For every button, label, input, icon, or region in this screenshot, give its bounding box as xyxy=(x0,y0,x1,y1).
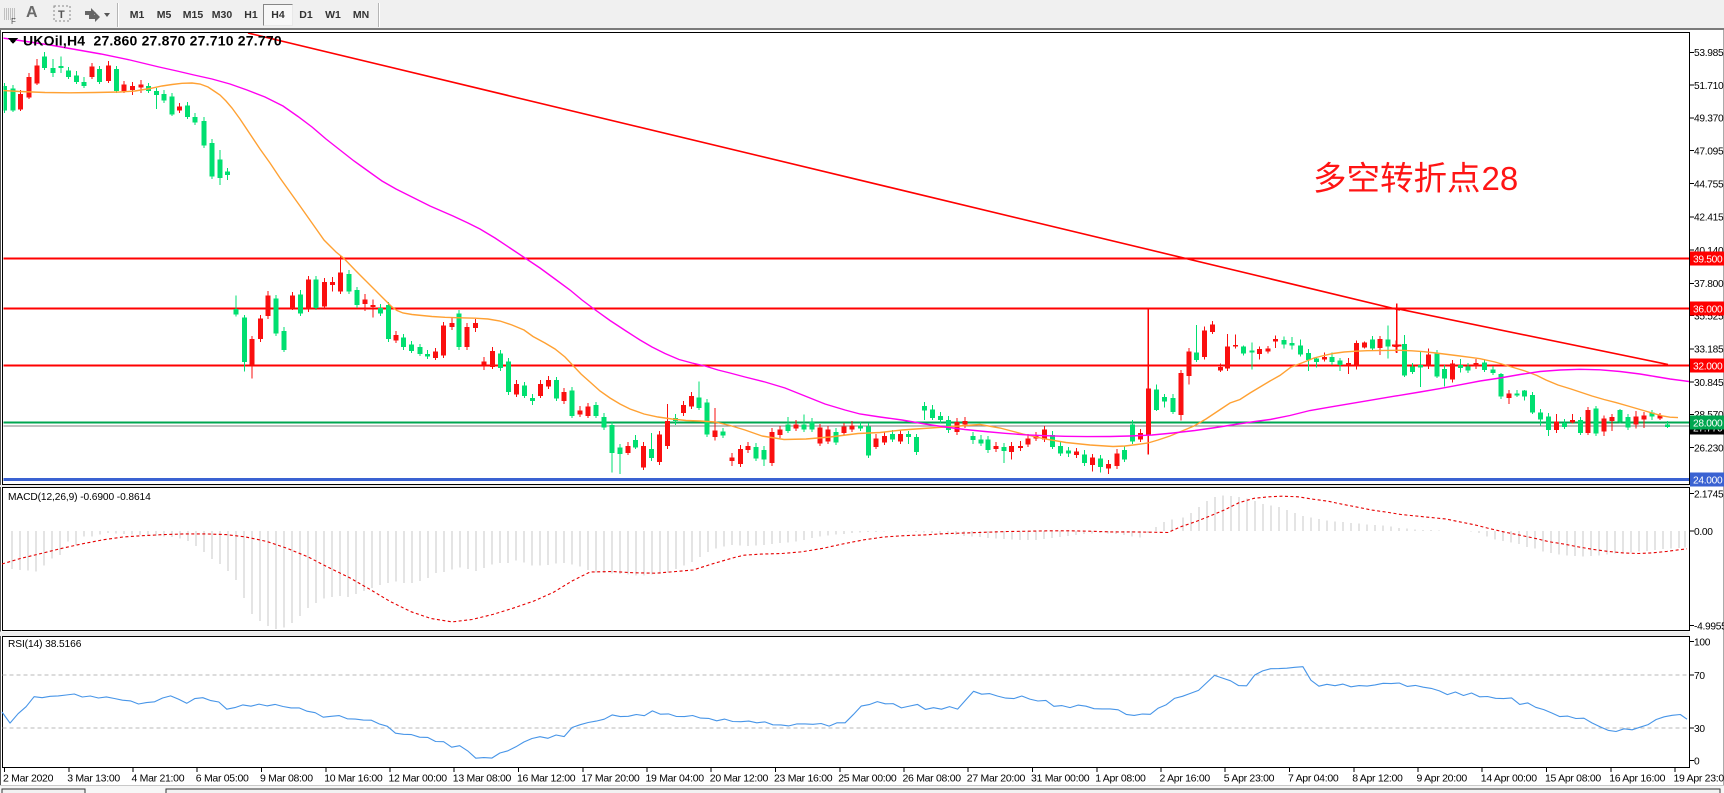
svg-text:9 Apr 20:00: 9 Apr 20:00 xyxy=(1417,773,1468,785)
svg-text:40.140: 40.140 xyxy=(1694,246,1724,257)
svg-text:27 Mar 20:00: 27 Mar 20:00 xyxy=(967,773,1026,785)
svg-text:UKOil,H4 27.860 27.870 27.710: UKOil,H4 27.860 27.870 27.710 27.770 xyxy=(23,33,282,49)
svg-text:2 Apr 16:00: 2 Apr 16:00 xyxy=(1160,773,1211,785)
svg-text:47.095: 47.095 xyxy=(1694,146,1724,157)
svg-text:14 Apr 00:00: 14 Apr 00:00 xyxy=(1481,773,1537,785)
svg-text:25 Mar 00:00: 25 Mar 00:00 xyxy=(838,773,897,785)
svg-text:8 Apr 12:00: 8 Apr 12:00 xyxy=(1352,773,1403,785)
svg-text:53.985: 53.985 xyxy=(1694,48,1724,59)
svg-text:44.755: 44.755 xyxy=(1694,180,1724,191)
svg-text:7 Apr 04:00: 7 Apr 04:00 xyxy=(1288,773,1339,785)
svg-text:12 Mar 00:00: 12 Mar 00:00 xyxy=(389,773,448,785)
svg-text:2.1745: 2.1745 xyxy=(1694,489,1724,500)
svg-text:24.000: 24.000 xyxy=(1693,475,1723,486)
svg-text:6 Mar 05:00: 6 Mar 05:00 xyxy=(196,773,249,785)
svg-text:70: 70 xyxy=(1694,671,1705,682)
svg-text:10 Mar 16:00: 10 Mar 16:00 xyxy=(324,773,383,785)
svg-text:F: F xyxy=(11,17,16,26)
svg-text:16 Apr 16:00: 16 Apr 16:00 xyxy=(1609,773,1665,785)
svg-text:33.185: 33.185 xyxy=(1694,345,1724,356)
svg-text:26.230: 26.230 xyxy=(1694,443,1724,454)
svg-text:13 Mar 08:00: 13 Mar 08:00 xyxy=(453,773,512,785)
svg-text:0: 0 xyxy=(1694,756,1700,767)
svg-text:32.000: 32.000 xyxy=(1693,361,1723,372)
svg-text:36.000: 36.000 xyxy=(1693,304,1723,315)
svg-text:39.500: 39.500 xyxy=(1693,254,1723,265)
svg-text:35.525: 35.525 xyxy=(1694,311,1724,322)
svg-text:28: 28 xyxy=(1482,160,1519,197)
svg-text:31 Mar 00:00: 31 Mar 00:00 xyxy=(1031,773,1090,785)
svg-text:19 Apr 23:00: 19 Apr 23:00 xyxy=(1674,773,1724,785)
svg-text:-4.9955: -4.9955 xyxy=(1694,621,1724,632)
svg-text:9 Mar 08:00: 9 Mar 08:00 xyxy=(260,773,313,785)
svg-text:15 Apr 08:00: 15 Apr 08:00 xyxy=(1545,773,1601,785)
svg-text:RSI(14) 38.5166: RSI(14) 38.5166 xyxy=(8,639,82,650)
svg-text:30.845: 30.845 xyxy=(1694,378,1724,389)
svg-text:28.000: 28.000 xyxy=(1693,418,1723,429)
svg-text:100: 100 xyxy=(1694,637,1711,648)
svg-text:30: 30 xyxy=(1694,724,1705,735)
svg-text:51.710: 51.710 xyxy=(1694,81,1724,92)
svg-text:5 Apr 23:00: 5 Apr 23:00 xyxy=(1224,773,1275,785)
svg-text:T: T xyxy=(58,9,65,21)
svg-text:37.800: 37.800 xyxy=(1694,279,1724,290)
svg-text:20 Mar 12:00: 20 Mar 12:00 xyxy=(710,773,769,785)
svg-text:42.415: 42.415 xyxy=(1694,213,1724,224)
svg-text:MACD(12,26,9) -0.6900 -0.8614: MACD(12,26,9) -0.6900 -0.8614 xyxy=(8,492,151,503)
svg-text:19 Mar 04:00: 19 Mar 04:00 xyxy=(646,773,705,785)
svg-text:1 Apr 08:00: 1 Apr 08:00 xyxy=(1095,773,1146,785)
svg-text:49.370: 49.370 xyxy=(1694,114,1724,125)
svg-text:23 Mar 16:00: 23 Mar 16:00 xyxy=(774,773,833,785)
svg-text:4 Mar 21:00: 4 Mar 21:00 xyxy=(132,773,185,785)
svg-text:2 Mar 2020: 2 Mar 2020 xyxy=(3,773,54,785)
svg-text:3 Mar 13:00: 3 Mar 13:00 xyxy=(67,773,120,785)
svg-text:26 Mar 08:00: 26 Mar 08:00 xyxy=(903,773,962,785)
svg-text:16 Mar 12:00: 16 Mar 12:00 xyxy=(517,773,576,785)
svg-text:0.00: 0.00 xyxy=(1694,527,1713,538)
svg-text:17 Mar 20:00: 17 Mar 20:00 xyxy=(581,773,640,785)
